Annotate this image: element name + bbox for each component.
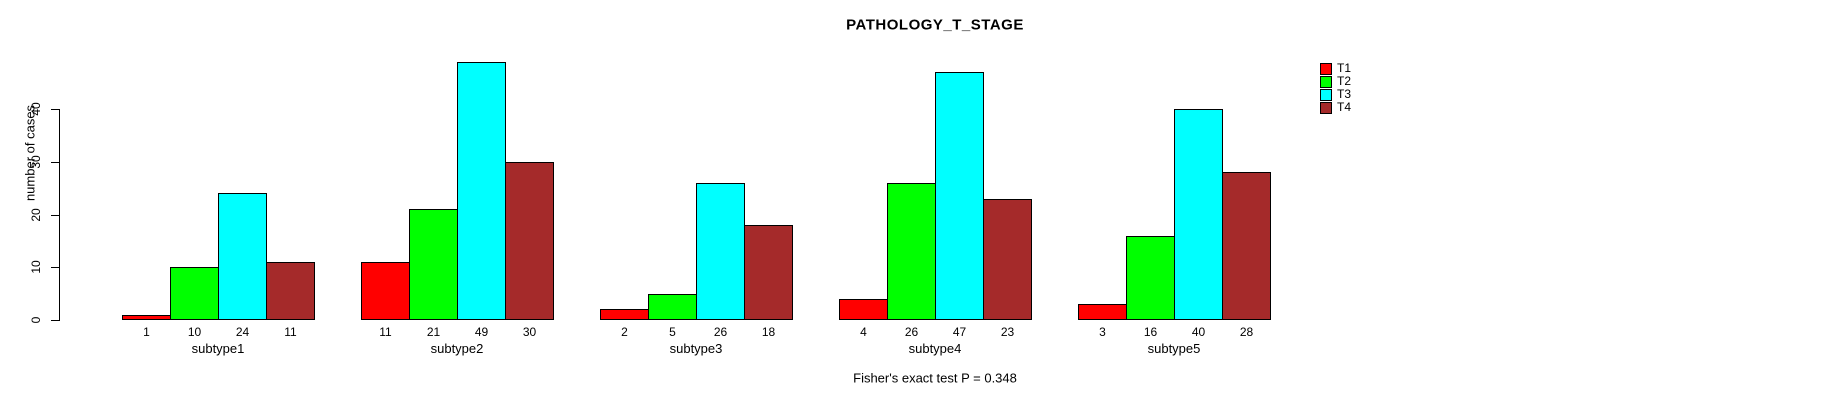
y-axis-line bbox=[59, 109, 60, 321]
bar-value-label: 28 bbox=[1239, 325, 1254, 339]
y-axis-label: number of cases bbox=[22, 104, 38, 202]
legend-swatch-icon bbox=[1320, 75, 1332, 88]
bar-T4-subtype4 bbox=[983, 199, 1032, 320]
bar-T3-subtype3 bbox=[696, 183, 745, 320]
bar-T4-subtype5 bbox=[1222, 172, 1271, 320]
bar-T1-subtype2 bbox=[361, 262, 410, 320]
bar-T1-subtype1 bbox=[122, 315, 171, 320]
fisher-test-annotation: Fisher's exact test P = 0.348 bbox=[853, 370, 1017, 386]
legend-item-T3: T3 bbox=[1320, 87, 1352, 101]
bar-value-label: 5 bbox=[669, 325, 676, 339]
bar-value-label: 30 bbox=[522, 325, 537, 339]
legend-swatch-icon bbox=[1320, 101, 1332, 114]
y-tick-label: 10 bbox=[29, 260, 43, 274]
category-label-subtype3: subtype3 bbox=[669, 341, 723, 356]
bar-value-label: 26 bbox=[713, 325, 728, 339]
bar-value-label: 21 bbox=[426, 325, 441, 339]
bar-value-label: 24 bbox=[235, 325, 250, 339]
y-tick-label: 30 bbox=[29, 155, 43, 169]
y-tick-mark bbox=[51, 215, 59, 216]
bar-value-label: 3 bbox=[1099, 325, 1106, 339]
legend-label: T3 bbox=[1337, 87, 1352, 101]
bar-T3-subtype4 bbox=[935, 72, 984, 320]
y-tick-mark bbox=[51, 109, 59, 110]
legend-item-T2: T2 bbox=[1320, 74, 1352, 88]
legend-item-T4: T4 bbox=[1320, 100, 1352, 114]
legend: T1 T2 T3 T4 bbox=[1320, 61, 1352, 114]
y-tick-mark bbox=[51, 320, 59, 321]
bar-T2-subtype2 bbox=[409, 209, 458, 320]
legend-label: T2 bbox=[1337, 74, 1352, 88]
bar-T1-subtype5 bbox=[1078, 304, 1127, 320]
bar-T1-subtype4 bbox=[839, 299, 888, 320]
bar-value-label: 18 bbox=[761, 325, 776, 339]
legend-swatch-icon bbox=[1320, 62, 1332, 75]
category-label-subtype5: subtype5 bbox=[1147, 341, 1201, 356]
bar-T2-subtype4 bbox=[887, 183, 936, 320]
bar-T2-subtype3 bbox=[648, 294, 697, 320]
bar-value-label: 2 bbox=[621, 325, 628, 339]
category-label-subtype2: subtype2 bbox=[430, 341, 484, 356]
legend-label: T1 bbox=[1337, 61, 1352, 75]
y-tick-label: 0 bbox=[29, 316, 43, 324]
bar-T3-subtype5 bbox=[1174, 109, 1223, 320]
bar-value-label: 10 bbox=[187, 325, 202, 339]
bar-value-label: 23 bbox=[1000, 325, 1015, 339]
category-label-subtype4: subtype4 bbox=[908, 341, 962, 356]
bar-value-label: 1 bbox=[143, 325, 150, 339]
legend-swatch-icon bbox=[1320, 88, 1332, 101]
bar-value-label: 47 bbox=[952, 325, 967, 339]
bar-T1-subtype3 bbox=[600, 309, 649, 320]
bar-value-label: 40 bbox=[1191, 325, 1206, 339]
y-tick-label: 40 bbox=[29, 102, 43, 116]
bar-value-label: 4 bbox=[860, 325, 867, 339]
legend-item-T1: T1 bbox=[1320, 61, 1352, 75]
bar-value-label: 11 bbox=[379, 325, 392, 339]
legend-label: T4 bbox=[1337, 100, 1352, 114]
y-tick-mark bbox=[51, 267, 59, 268]
category-label-subtype1: subtype1 bbox=[191, 341, 245, 356]
y-tick-mark bbox=[51, 162, 59, 163]
chart-title: PATHOLOGY_T_STAGE bbox=[846, 16, 1024, 34]
bar-T4-subtype1 bbox=[266, 262, 315, 320]
bar-value-label: 16 bbox=[1143, 325, 1158, 339]
y-tick-label: 20 bbox=[29, 208, 43, 222]
bar-T4-subtype2 bbox=[505, 162, 554, 320]
bar-value-label: 11 bbox=[284, 325, 297, 339]
bar-T3-subtype1 bbox=[218, 193, 267, 320]
bar-value-label: 49 bbox=[474, 325, 489, 339]
bar-value-label: 26 bbox=[904, 325, 919, 339]
bar-T2-subtype5 bbox=[1126, 236, 1175, 320]
bar-T4-subtype3 bbox=[744, 225, 793, 320]
bar-T2-subtype1 bbox=[170, 267, 219, 320]
bar-T3-subtype2 bbox=[457, 62, 506, 320]
